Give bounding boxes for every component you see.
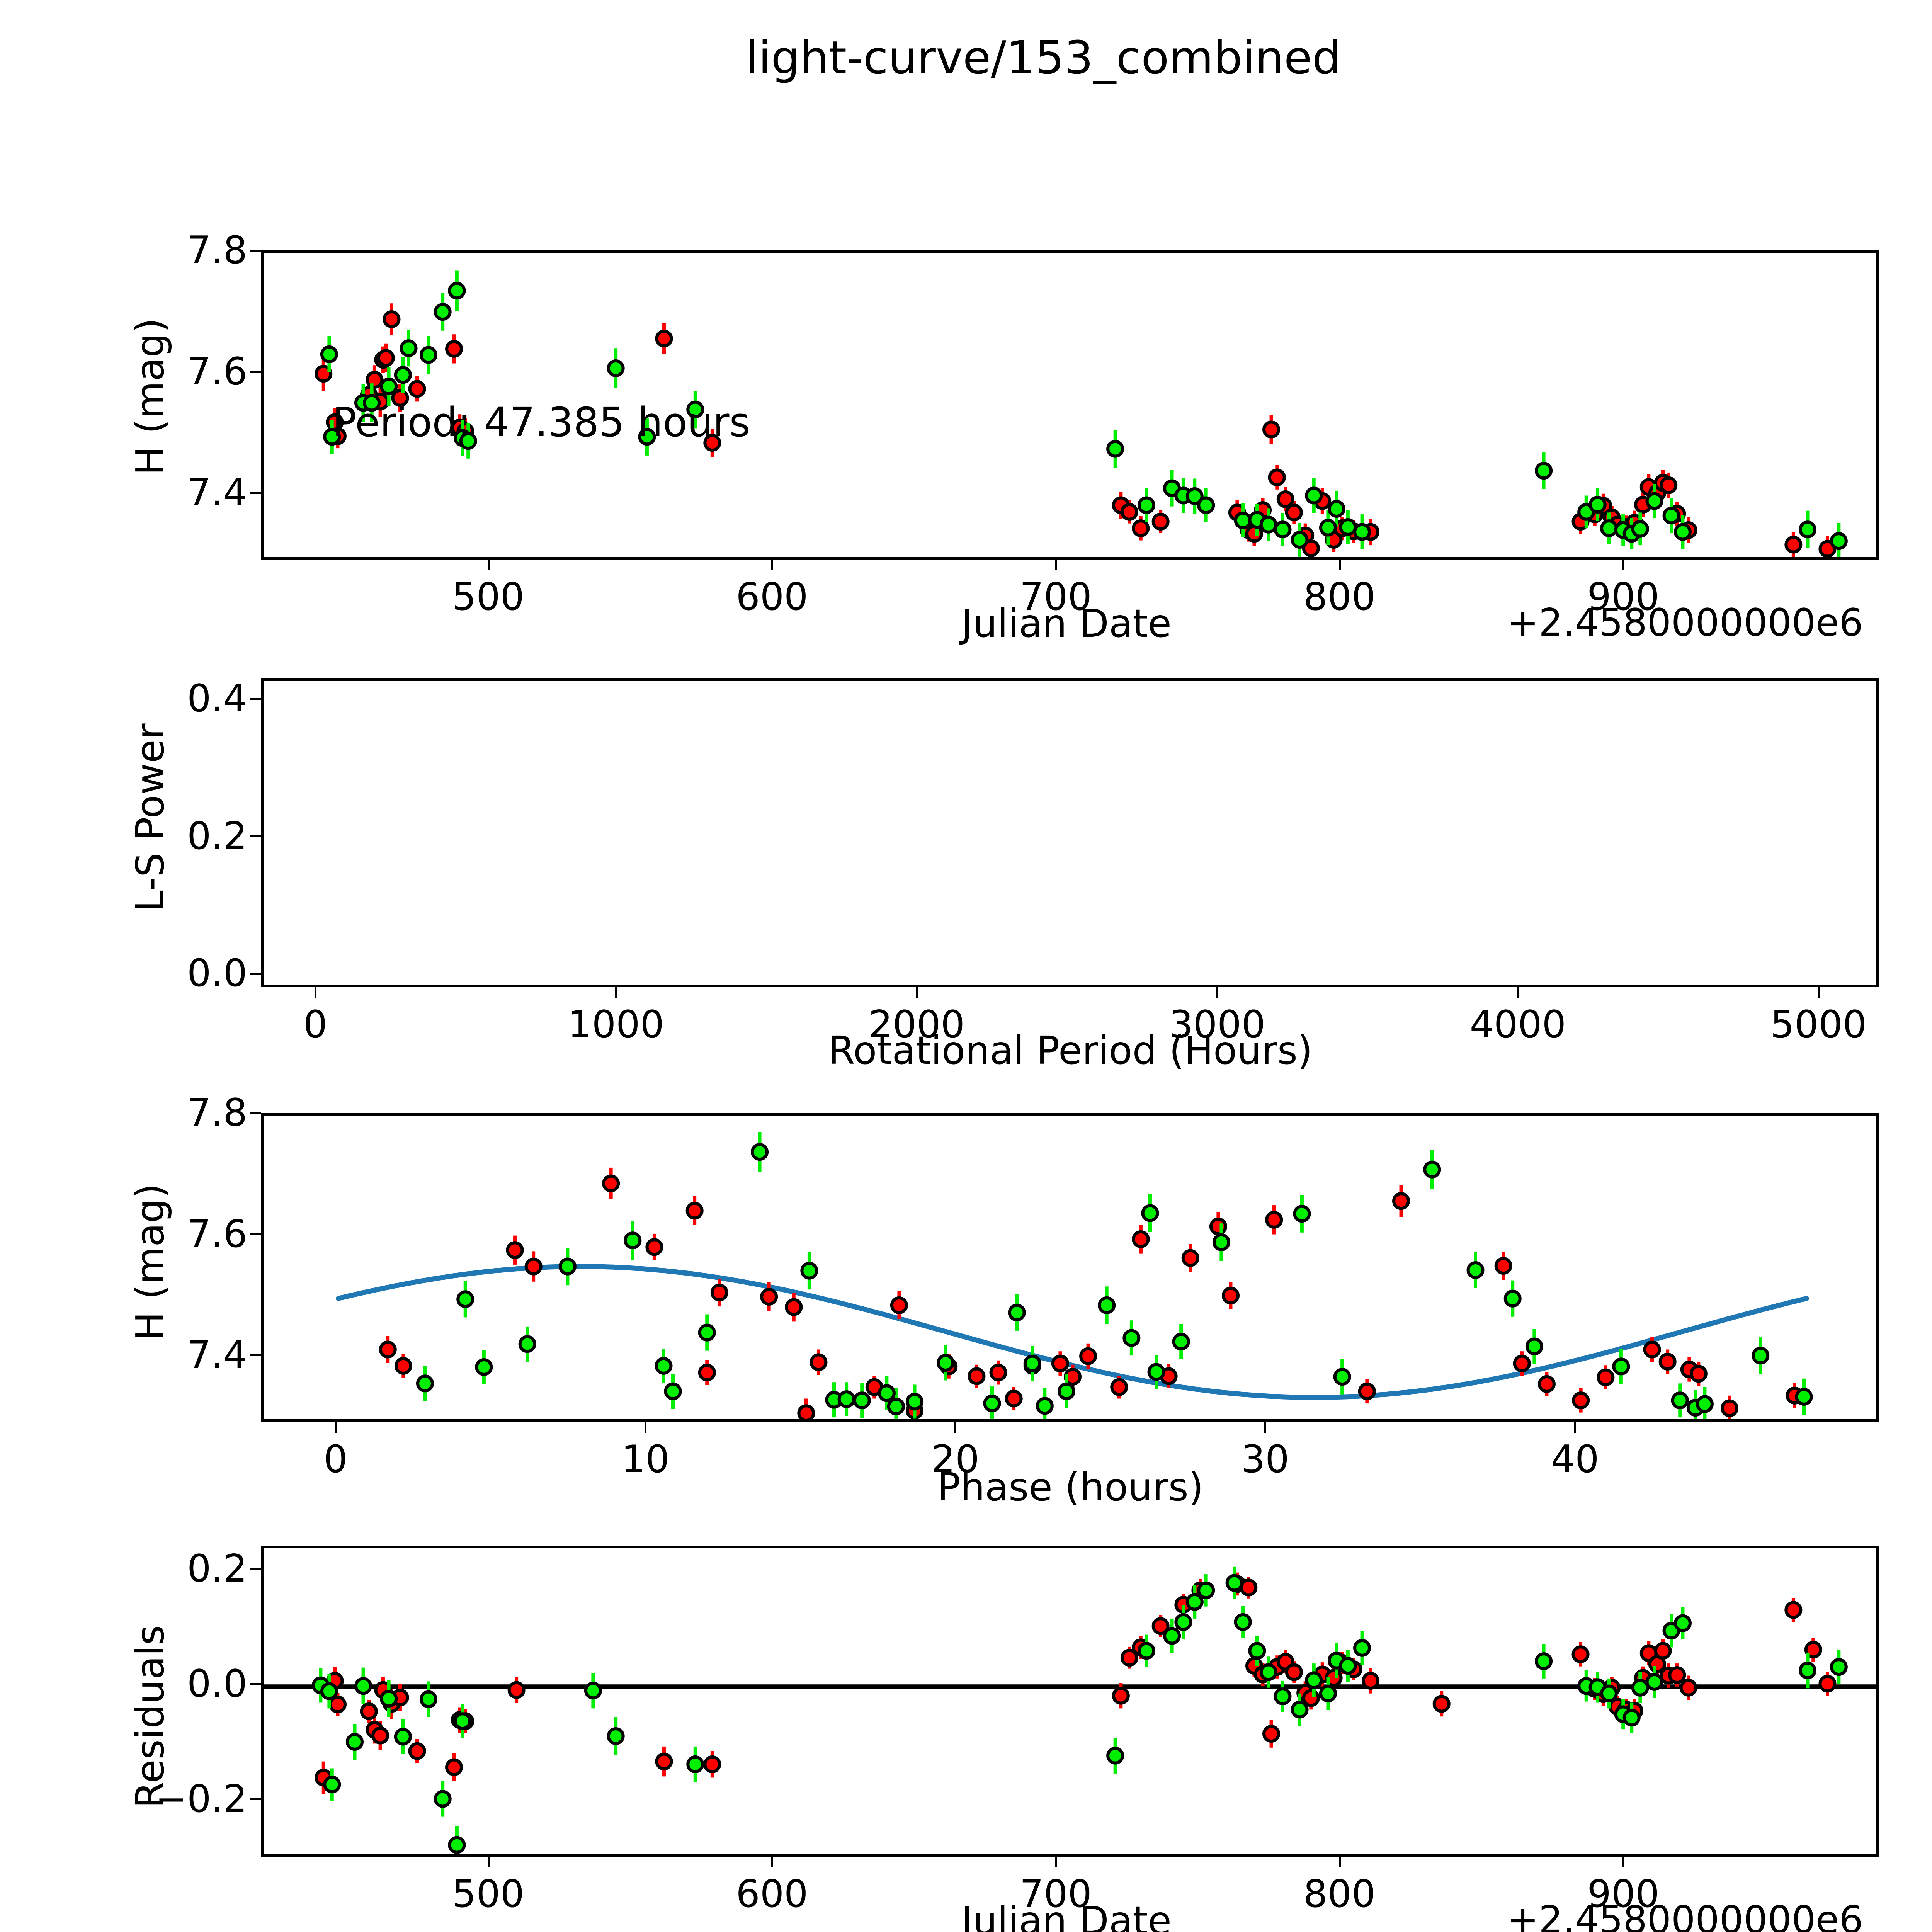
xtick-mark bbox=[645, 1422, 647, 1433]
ytick-mark bbox=[250, 250, 261, 252]
xtick-label: 40 bbox=[1551, 1437, 1599, 1481]
xtick-label: 700 bbox=[1019, 1872, 1092, 1916]
ytick-mark bbox=[250, 1354, 261, 1357]
xtick-label: 600 bbox=[736, 575, 808, 619]
residuals-xlabel: Julian Date bbox=[961, 1898, 1172, 1932]
xtick-label: 800 bbox=[1303, 575, 1376, 619]
xtick-label: 1000 bbox=[568, 1003, 664, 1047]
xtick-mark bbox=[916, 987, 918, 998]
xtick-mark bbox=[1338, 1857, 1341, 1867]
ytick-label: 0.2 bbox=[187, 1546, 247, 1591]
periodogram-plot-area bbox=[264, 681, 1879, 987]
ytick-mark bbox=[250, 1683, 261, 1685]
xtick-label: 2000 bbox=[868, 1003, 965, 1047]
ytick-label: 7.6 bbox=[187, 349, 247, 394]
ytick-mark bbox=[250, 1112, 261, 1114]
ytick-mark bbox=[250, 835, 261, 837]
xtick-label: 800 bbox=[1303, 1872, 1376, 1916]
ytick-label: 7.6 bbox=[187, 1212, 247, 1256]
panel-phase-folded bbox=[261, 1113, 1879, 1422]
ytick-mark bbox=[250, 492, 261, 494]
xtick-label: 500 bbox=[452, 575, 525, 619]
xtick-label: 3000 bbox=[1169, 1003, 1265, 1047]
light-curve-plot-area bbox=[315, 270, 1848, 557]
xtick-label: 900 bbox=[1587, 575, 1660, 619]
ytick-label: 0.2 bbox=[187, 814, 247, 858]
series-red bbox=[379, 1167, 1804, 1419]
xtick-mark bbox=[771, 560, 773, 570]
series-green bbox=[311, 1566, 1848, 1854]
xtick-mark bbox=[487, 560, 490, 570]
xtick-label: 0 bbox=[323, 1437, 348, 1481]
xtick-label: 20 bbox=[931, 1437, 980, 1481]
xtick-mark bbox=[1622, 560, 1625, 570]
series-green bbox=[416, 1132, 1813, 1419]
ytick-mark bbox=[250, 973, 261, 975]
xtick-mark bbox=[1338, 560, 1341, 570]
xtick-label: 0 bbox=[303, 1003, 328, 1047]
series-green bbox=[320, 270, 1848, 557]
xtick-label: 600 bbox=[736, 1872, 808, 1916]
residuals-plot-area bbox=[264, 1566, 1876, 1854]
xtick-mark bbox=[954, 1422, 957, 1433]
ytick-label: 0.0 bbox=[187, 1662, 247, 1706]
ytick-label: 0.4 bbox=[187, 677, 247, 721]
xtick-mark bbox=[771, 1857, 773, 1867]
light-curve-ylabel: H (mag) bbox=[128, 318, 173, 475]
xtick-mark bbox=[1055, 1857, 1057, 1867]
xtick-mark bbox=[1216, 987, 1219, 998]
light-curve-xlabel: Julian Date bbox=[961, 601, 1172, 646]
period-annotation: Period: 47.385 hours bbox=[332, 399, 750, 446]
phase-xlabel: Phase (hours) bbox=[937, 1464, 1204, 1510]
xtick-mark bbox=[1818, 987, 1820, 998]
ytick-mark bbox=[250, 1798, 261, 1800]
light-curve-x-offset: +2.4580000000e6 bbox=[1507, 601, 1863, 645]
phase-folded-plot-area bbox=[336, 1132, 1813, 1419]
xtick-mark bbox=[315, 987, 317, 998]
xtick-mark bbox=[1574, 1422, 1577, 1433]
xtick-mark bbox=[1622, 1857, 1625, 1867]
ytick-label: 0.0 bbox=[187, 951, 247, 996]
xtick-label: 700 bbox=[1019, 575, 1092, 619]
ytick-label: 7.8 bbox=[187, 1091, 247, 1135]
ytick-mark bbox=[250, 698, 261, 700]
ytick-label: 7.4 bbox=[187, 471, 247, 515]
xtick-label: 5000 bbox=[1770, 1003, 1867, 1047]
residuals-x-offset: +2.4580000000e6 bbox=[1507, 1898, 1863, 1932]
figure-title: light-curve/153_combined bbox=[745, 31, 1341, 84]
phase-ylabel: H (mag) bbox=[128, 1183, 173, 1341]
ytick-mark bbox=[250, 371, 261, 373]
panel-periodogram bbox=[261, 678, 1879, 987]
xtick-mark bbox=[335, 1422, 337, 1433]
xtick-label: 30 bbox=[1241, 1437, 1289, 1481]
xtick-label: 10 bbox=[621, 1437, 670, 1481]
ytick-label: 7.8 bbox=[187, 228, 247, 272]
xtick-label: 4000 bbox=[1469, 1003, 1566, 1047]
panel-light-curve bbox=[261, 250, 1879, 560]
ytick-mark bbox=[250, 1233, 261, 1235]
periodogram-xlabel: Rotational Period (Hours) bbox=[828, 1028, 1313, 1073]
xtick-mark bbox=[615, 987, 617, 998]
xtick-mark bbox=[487, 1857, 490, 1867]
panel-residuals bbox=[261, 1546, 1879, 1857]
ytick-mark bbox=[250, 1568, 261, 1570]
ytick-label: 7.4 bbox=[187, 1333, 247, 1378]
xtick-mark bbox=[1055, 560, 1057, 570]
xtick-mark bbox=[1517, 987, 1519, 998]
xtick-mark bbox=[1264, 1422, 1267, 1433]
xtick-label: 500 bbox=[452, 1872, 525, 1916]
xtick-label: 900 bbox=[1587, 1872, 1660, 1916]
ytick-label: −0.2 bbox=[155, 1777, 247, 1821]
series-red bbox=[315, 1572, 1837, 1794]
